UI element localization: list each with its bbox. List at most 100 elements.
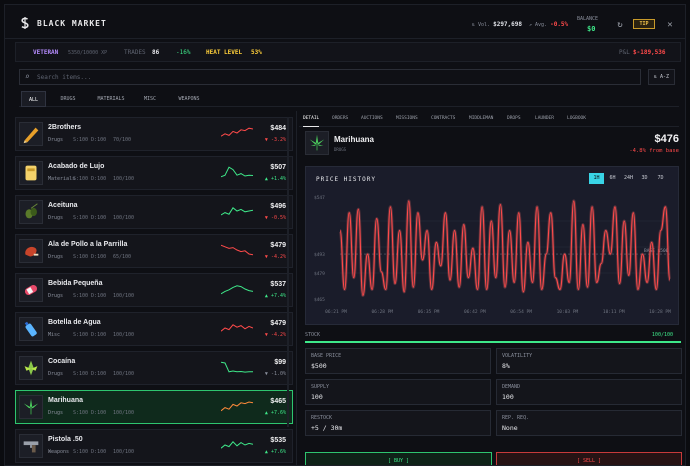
- range-6h[interactable]: 6H: [609, 175, 616, 181]
- chart-x-tick: 06:21 PM: [325, 309, 347, 315]
- item-stock: 100/100: [113, 449, 135, 455]
- tab-logbook[interactable]: LOGBOOK: [567, 116, 586, 121]
- range-1h[interactable]: 1H: [589, 173, 604, 184]
- tab-misc[interactable]: MISC: [143, 96, 157, 102]
- chart-x-tick: 06:42 PM: [464, 309, 486, 315]
- list-scrollbar[interactable]: [287, 117, 289, 427]
- tab-missions[interactable]: MISSIONS: [396, 116, 418, 121]
- item-stock: 100/100: [113, 293, 135, 299]
- xp-progress: 5350/10000 XP: [68, 50, 108, 56]
- tab-contracts[interactable]: CONTRACTS: [431, 116, 456, 121]
- item-change-value: -4.2%: [270, 254, 286, 260]
- item-change-value: -4.2%: [270, 332, 286, 338]
- chart-x-tick: 06:54 PM: [510, 309, 532, 315]
- item-change: ▼ -1.0%: [265, 371, 286, 377]
- detail-tabs: DETAIL ORDERS AUCTIONS MISSIONS CONTRACTS MID…: [299, 111, 679, 127]
- item-supply-demand: S:100 D:100: [73, 410, 107, 416]
- stat-cell: BASE PRICE $500: [305, 348, 491, 374]
- search-input[interactable]: ⌕ Search items...: [19, 69, 641, 85]
- list-item[interactable]: Bebida Pequeña Drugs S:100 D:100 100/100 $53…: [15, 273, 293, 307]
- list-item[interactable]: 2Brothers Drugs S:100 D:100 70/100 $484 ▼ -3.…: [15, 117, 293, 151]
- list-item[interactable]: Acabado de Lujo Materials S:100 D:100 100/1…: [15, 156, 293, 190]
- tab-detail[interactable]: DETAIL: [303, 111, 320, 127]
- range-24h[interactable]: 24H: [623, 175, 634, 181]
- item-change-value: -3.2%: [270, 137, 286, 143]
- cannabis-icon: [305, 131, 329, 155]
- stat-cell: DEMAND 100: [496, 379, 682, 405]
- tab-drugs[interactable]: DRUGS: [60, 96, 76, 102]
- item-category: Drugs: [48, 254, 64, 260]
- item-stock: 65/100: [113, 254, 132, 260]
- item-stock: 100/100: [113, 332, 135, 338]
- price-history-panel: PRICE HISTORY 1H 6H 24H 3D 7D BASE $500 $547 $…: [305, 166, 679, 325]
- tab-weapons[interactable]: WEAPONS: [178, 96, 200, 102]
- item-sparkline: [221, 324, 253, 332]
- volume-stat: ⇅ Vol. $297,698: [472, 21, 522, 28]
- sell-button[interactable]: [ SELL ]: [496, 452, 682, 465]
- item-stock: 100/100: [113, 215, 135, 221]
- stat-label: RESTOCK: [311, 415, 333, 421]
- tip-button[interactable]: TIP: [633, 19, 655, 29]
- item-name: Pistola .50: [48, 436, 83, 443]
- item-sparkline: [221, 401, 253, 412]
- tab-materials[interactable]: MATERIALS: [97, 96, 125, 102]
- list-item[interactable]: Cocaína Drugs S:100 D:100 100/100 $99 ▼ -1.0%: [15, 351, 293, 385]
- tab-orders[interactable]: ORDERS: [332, 116, 349, 121]
- item-category: Drugs: [48, 410, 64, 416]
- status-bar: VETERAN 5350/10000 XP TRADES 86 -16% HEA…: [15, 42, 681, 62]
- buy-button[interactable]: [ BUY ]: [305, 452, 492, 465]
- item-category: Drugs: [48, 215, 64, 221]
- item-change-value: +7.6%: [270, 449, 286, 455]
- item-price: $484: [270, 125, 286, 132]
- trend-arrow-icon: ▼: [264, 137, 271, 143]
- tab-auctions[interactable]: AUCTIONS: [361, 116, 383, 121]
- close-icon[interactable]: ✕: [667, 20, 673, 30]
- item-sparkline: [221, 285, 253, 295]
- tab-launder[interactable]: LAUNDER: [535, 116, 554, 121]
- detail-header: Marihuana DRUGS $476 -4.8% from base: [301, 131, 685, 161]
- item-change: ▼ -4.2%: [265, 332, 286, 338]
- percent-value: -16%: [176, 49, 191, 56]
- list-item[interactable]: Botella de Agua Misc S:100 D:100 100/100 $47…: [15, 312, 293, 346]
- olive-icon: [19, 200, 43, 224]
- refresh-icon[interactable]: ↻: [617, 20, 623, 30]
- stat-cell: VOLATILITY 8%: [496, 348, 682, 374]
- item-supply-demand: S:100 D:100: [73, 137, 107, 143]
- sort-button[interactable]: ⇅ A-Z: [648, 69, 675, 85]
- item-supply-demand: S:100 D:100: [73, 449, 107, 455]
- item-stock: 70/100: [113, 137, 132, 143]
- title-bar: BLACK MARKET ⇅ Vol. $297,698 ↗ Avg. -0.5…: [5, 5, 685, 39]
- list-item[interactable]: Pistola .50 Weapons S:100 D:100 100/100 $535…: [15, 429, 293, 463]
- item-change: ▲ +7.6%: [265, 449, 286, 455]
- item-supply-demand: S:100 D:100: [73, 254, 107, 260]
- detail-item-name: Marihuana: [334, 135, 375, 144]
- tab-all[interactable]: ALL: [21, 91, 46, 107]
- item-category: Misc: [48, 332, 61, 338]
- stat-value: $500: [311, 362, 327, 370]
- range-7d[interactable]: 7D: [657, 175, 664, 181]
- sort-label: A-Z: [660, 74, 670, 80]
- stat-label: VOLATILITY: [502, 353, 533, 359]
- stat-value: 100: [311, 393, 323, 401]
- list-item[interactable]: Marihuana Drugs S:100 D:100 100/100 $465 ▲ +7…: [15, 390, 293, 424]
- chart-x-tick: 10:11 PM: [603, 309, 625, 315]
- trend-arrow-icon: ▼: [264, 254, 271, 260]
- stat-value: 8%: [502, 362, 510, 370]
- item-sparkline: [221, 127, 253, 137]
- item-name: Ala de Pollo a la Parrilla: [48, 241, 128, 248]
- chicken-wing-icon: [19, 239, 43, 263]
- heat-label: HEAT LEVEL: [206, 49, 243, 56]
- chart-y-tick: $479: [314, 271, 325, 277]
- category-tabs: ALL DRUGS MATERIALS MISC WEAPONS: [19, 91, 679, 107]
- heat-value: 53%: [251, 49, 262, 56]
- stat-label: SUPPLY: [311, 384, 330, 390]
- list-item[interactable]: Aceituna Drugs S:100 D:100 100/100 $496 ▼ -0.…: [15, 195, 293, 229]
- tab-drops[interactable]: DROPS: [507, 116, 521, 121]
- item-change-value: +7.4%: [270, 293, 286, 299]
- sort-icon: ⇅: [653, 74, 660, 80]
- app-window: BLACK MARKET ⇅ Vol. $297,698 ↗ Avg. -0.5…: [4, 4, 686, 466]
- range-3d[interactable]: 3D: [641, 175, 648, 181]
- list-item[interactable]: Ala de Pollo a la Parrilla Drugs S:100 D:1…: [15, 234, 293, 268]
- tab-middleman[interactable]: MIDDLEMAN: [469, 116, 494, 121]
- item-price: $479: [270, 242, 286, 249]
